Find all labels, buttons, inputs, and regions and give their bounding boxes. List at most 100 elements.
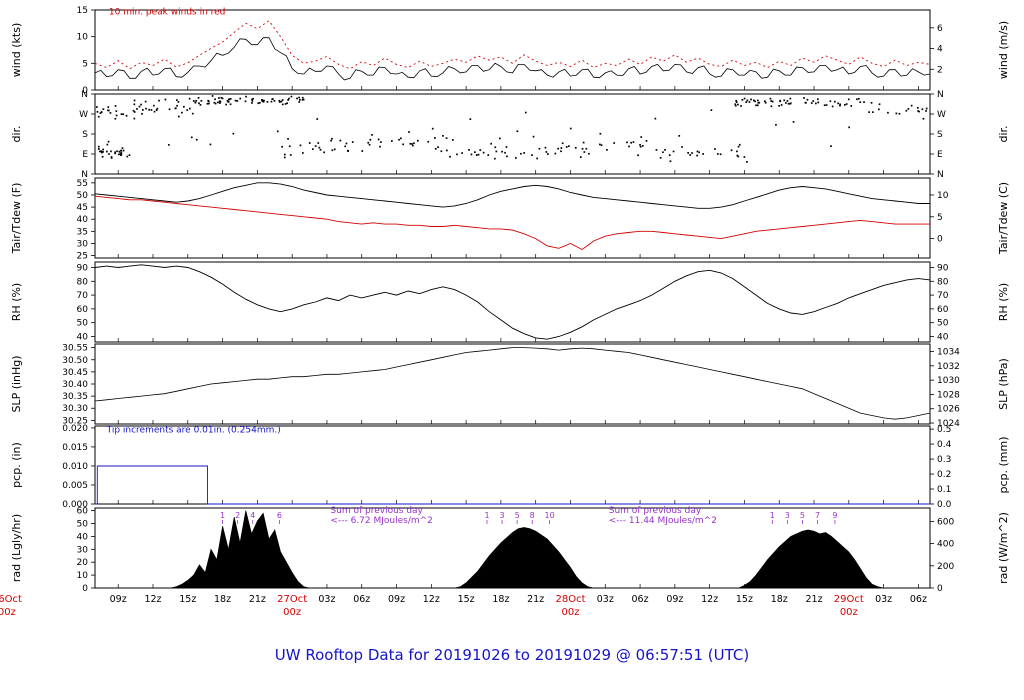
svg-text:N: N bbox=[81, 90, 88, 100]
svg-text:0: 0 bbox=[937, 584, 943, 594]
svg-text:RH (%): RH (%) bbox=[997, 283, 1010, 321]
svg-text:15z: 15z bbox=[458, 594, 475, 605]
svg-text:4: 4 bbox=[250, 511, 255, 520]
svg-text:10: 10 bbox=[77, 571, 89, 581]
svg-text:pcp. (mm): pcp. (mm) bbox=[997, 436, 1010, 493]
svg-text:1: 1 bbox=[484, 511, 489, 520]
svg-text:0.010: 0.010 bbox=[62, 462, 88, 472]
svg-text:1026: 1026 bbox=[937, 405, 960, 415]
svg-text:2: 2 bbox=[937, 65, 943, 75]
svg-text:6: 6 bbox=[277, 511, 282, 520]
svg-text:55: 55 bbox=[77, 179, 88, 189]
svg-text:0.2: 0.2 bbox=[937, 470, 951, 480]
svg-text:3: 3 bbox=[785, 511, 790, 520]
svg-text:1034: 1034 bbox=[937, 348, 960, 358]
svg-text:15z: 15z bbox=[736, 594, 753, 605]
svg-text:30: 30 bbox=[77, 545, 89, 555]
svg-text:W: W bbox=[79, 110, 88, 120]
svg-text:70: 70 bbox=[77, 291, 89, 301]
svg-text:1: 1 bbox=[770, 511, 775, 520]
svg-text:0.0: 0.0 bbox=[937, 500, 952, 510]
svg-text:8: 8 bbox=[530, 511, 535, 520]
svg-text:0: 0 bbox=[82, 86, 88, 96]
svg-text:5: 5 bbox=[937, 213, 943, 223]
svg-text:90: 90 bbox=[937, 264, 949, 274]
svg-text:0.1: 0.1 bbox=[937, 485, 951, 495]
svg-text:21z: 21z bbox=[527, 594, 544, 605]
svg-text:0.000: 0.000 bbox=[62, 500, 88, 510]
svg-text:50: 50 bbox=[77, 191, 89, 201]
svg-text:<--- 6.72 MJoules/m^2: <--- 6.72 MJoules/m^2 bbox=[330, 516, 432, 526]
svg-text:wind (kts): wind (kts) bbox=[10, 23, 23, 78]
svg-text:Tair/Tdew (C): Tair/Tdew (C) bbox=[997, 182, 1010, 255]
svg-text:5: 5 bbox=[800, 511, 805, 520]
svg-text:00z: 00z bbox=[283, 607, 301, 618]
chart-title: UW Rooftop Data for 20191026 to 20191029… bbox=[274, 646, 750, 664]
svg-text:00z: 00z bbox=[0, 607, 16, 618]
svg-text:dir.: dir. bbox=[10, 125, 23, 142]
svg-text:30: 30 bbox=[77, 239, 89, 249]
svg-text:25: 25 bbox=[77, 252, 88, 262]
svg-text:10: 10 bbox=[77, 33, 89, 43]
svg-text:S: S bbox=[82, 130, 88, 140]
svg-text:12z: 12z bbox=[144, 594, 161, 605]
svg-text:30.55: 30.55 bbox=[62, 344, 88, 354]
svg-text:20: 20 bbox=[77, 558, 89, 568]
svg-text:0.005: 0.005 bbox=[62, 481, 88, 491]
svg-text:30.45: 30.45 bbox=[62, 368, 88, 378]
svg-text:1028: 1028 bbox=[937, 390, 960, 400]
svg-text:0.4: 0.4 bbox=[937, 440, 952, 450]
svg-text:12z: 12z bbox=[423, 594, 440, 605]
svg-text:40: 40 bbox=[77, 215, 89, 225]
svg-text:18z: 18z bbox=[771, 594, 788, 605]
svg-text:6: 6 bbox=[937, 24, 943, 34]
svg-text:80: 80 bbox=[937, 277, 949, 287]
svg-text:30.40: 30.40 bbox=[62, 380, 88, 390]
svg-text:15: 15 bbox=[77, 6, 88, 16]
svg-text:03z: 03z bbox=[875, 594, 892, 605]
svg-text:12z: 12z bbox=[701, 594, 718, 605]
panel-slp: 30.25 30.30 30.35 30.40 30.45 30.50 30.55 1024 1… bbox=[10, 343, 1010, 429]
svg-text:N: N bbox=[81, 170, 88, 180]
svg-text:rad (Lgly/hr): rad (Lgly/hr) bbox=[10, 514, 23, 582]
svg-text:N: N bbox=[937, 90, 944, 100]
svg-text:rad (W/m^2): rad (W/m^2) bbox=[997, 512, 1010, 584]
svg-text:00z: 00z bbox=[840, 607, 858, 618]
svg-text:09z: 09z bbox=[388, 594, 405, 605]
svg-text:0.015: 0.015 bbox=[62, 443, 88, 453]
x-axis-labels: 09z 12z 15z 18z 21z 03z 06z 09z 12z 15z 18z 21z 03z 0… bbox=[0, 594, 927, 618]
svg-text:40: 40 bbox=[937, 332, 949, 342]
svg-text:00z: 00z bbox=[561, 607, 579, 618]
svg-text:60: 60 bbox=[77, 305, 89, 315]
svg-text:21z: 21z bbox=[805, 594, 822, 605]
svg-text:06z: 06z bbox=[910, 594, 927, 605]
svg-text:10: 10 bbox=[545, 511, 555, 520]
svg-text:2: 2 bbox=[235, 511, 240, 520]
svg-text:90: 90 bbox=[77, 264, 89, 274]
svg-text:03z: 03z bbox=[318, 594, 335, 605]
svg-text:<--- 11.44 MJoules/m^2: <--- 11.44 MJoules/m^2 bbox=[609, 516, 717, 526]
svg-text:SLP (hPa): SLP (hPa) bbox=[997, 358, 1010, 410]
panel-pcp: 0.000 0.005 0.010 0.015 0.020 0.0 0.1 0.2 0.3 0.4… bbox=[10, 424, 1010, 510]
svg-text:3: 3 bbox=[500, 511, 505, 520]
svg-text:28Oct: 28Oct bbox=[555, 594, 585, 605]
svg-text:30.50: 30.50 bbox=[62, 356, 88, 366]
svg-text:Sum of previous day: Sum of previous day bbox=[609, 506, 702, 516]
svg-text:0.020: 0.020 bbox=[62, 424, 88, 434]
svg-text:27Oct: 27Oct bbox=[277, 594, 307, 605]
panel-tair-tdew: 25 30 35 40 45 50 55 0 5 10 Tair/Tdew (F) Tair/Tdew… bbox=[10, 177, 1010, 262]
svg-text:E: E bbox=[937, 150, 943, 160]
svg-text:RH (%): RH (%) bbox=[10, 283, 23, 321]
svg-text:15z: 15z bbox=[179, 594, 196, 605]
svg-text:40: 40 bbox=[77, 532, 89, 542]
svg-text:0.3: 0.3 bbox=[937, 455, 951, 465]
svg-text:7: 7 bbox=[815, 511, 820, 520]
svg-text:9: 9 bbox=[832, 511, 837, 520]
svg-text:W: W bbox=[937, 110, 946, 120]
svg-text:60: 60 bbox=[937, 305, 949, 315]
svg-text:50: 50 bbox=[937, 319, 949, 329]
svg-text:0.5: 0.5 bbox=[937, 425, 951, 435]
